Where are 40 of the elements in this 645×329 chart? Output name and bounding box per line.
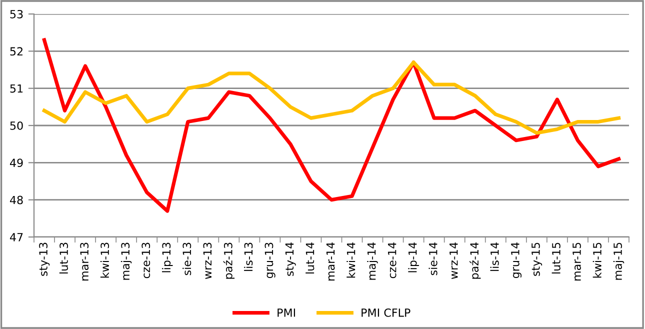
y-tick-label: 50: [10, 121, 23, 130]
y-tick-label: 52: [10, 47, 22, 56]
x-tick-label: lut-15: [552, 242, 560, 274]
x-tick-label: maj-14: [367, 242, 378, 280]
y-tick-label: 47: [10, 233, 23, 242]
x-tick-label: gru-14: [511, 242, 522, 278]
line-series: [42, 38, 621, 213]
x-tick-label: paź-14: [470, 242, 481, 279]
x-tick-label: gru-13: [264, 242, 276, 278]
x-tick-label: lis-14: [490, 242, 499, 271]
y-tick-label: 49: [10, 158, 23, 168]
x-tick-label: kwi-14: [346, 242, 356, 278]
x-tick-label: lut-14: [306, 242, 314, 274]
x-tick-label: cze-13: [142, 242, 150, 278]
x-tick-label: lis-13: [244, 242, 253, 271]
x-tick-label: kwi-13: [100, 242, 110, 278]
y-tick-label: 53: [10, 10, 23, 18]
x-tick-label: kwi-15: [592, 242, 602, 278]
x-tick-label: paź-13: [223, 242, 235, 279]
legend-label: PMI: [278, 308, 296, 317]
y-tick-label: 51: [10, 84, 23, 93]
line-series: [42, 60, 621, 135]
x-tick-label: maj-15: [613, 242, 624, 280]
x-tick-label: sty-14: [285, 242, 296, 276]
x-tick-label: sty-13: [39, 242, 50, 276]
x-tick-label: mar-15: [572, 242, 581, 280]
x-tick-label: lip-14: [408, 242, 419, 272]
x-tick-label: lut-13: [59, 242, 68, 274]
x-tick-label: sie-14: [428, 242, 438, 276]
x-tick-label: sie-13: [182, 242, 192, 276]
y-tick-label: 48: [10, 196, 23, 204]
x-tick-label: mar-14: [326, 242, 335, 280]
x-tick-label: sty-15: [532, 242, 542, 276]
x-tick-label: wrz-13: [203, 242, 212, 280]
x-tick-label: cze-14: [388, 242, 396, 278]
x-tick-label: lip-13: [162, 242, 173, 272]
x-tick-label: mar-13: [80, 242, 89, 280]
x-tick-label: maj-13: [120, 242, 132, 280]
legend-label: PMI CFLP: [362, 308, 410, 317]
x-tick-label: wrz-14: [450, 242, 458, 280]
